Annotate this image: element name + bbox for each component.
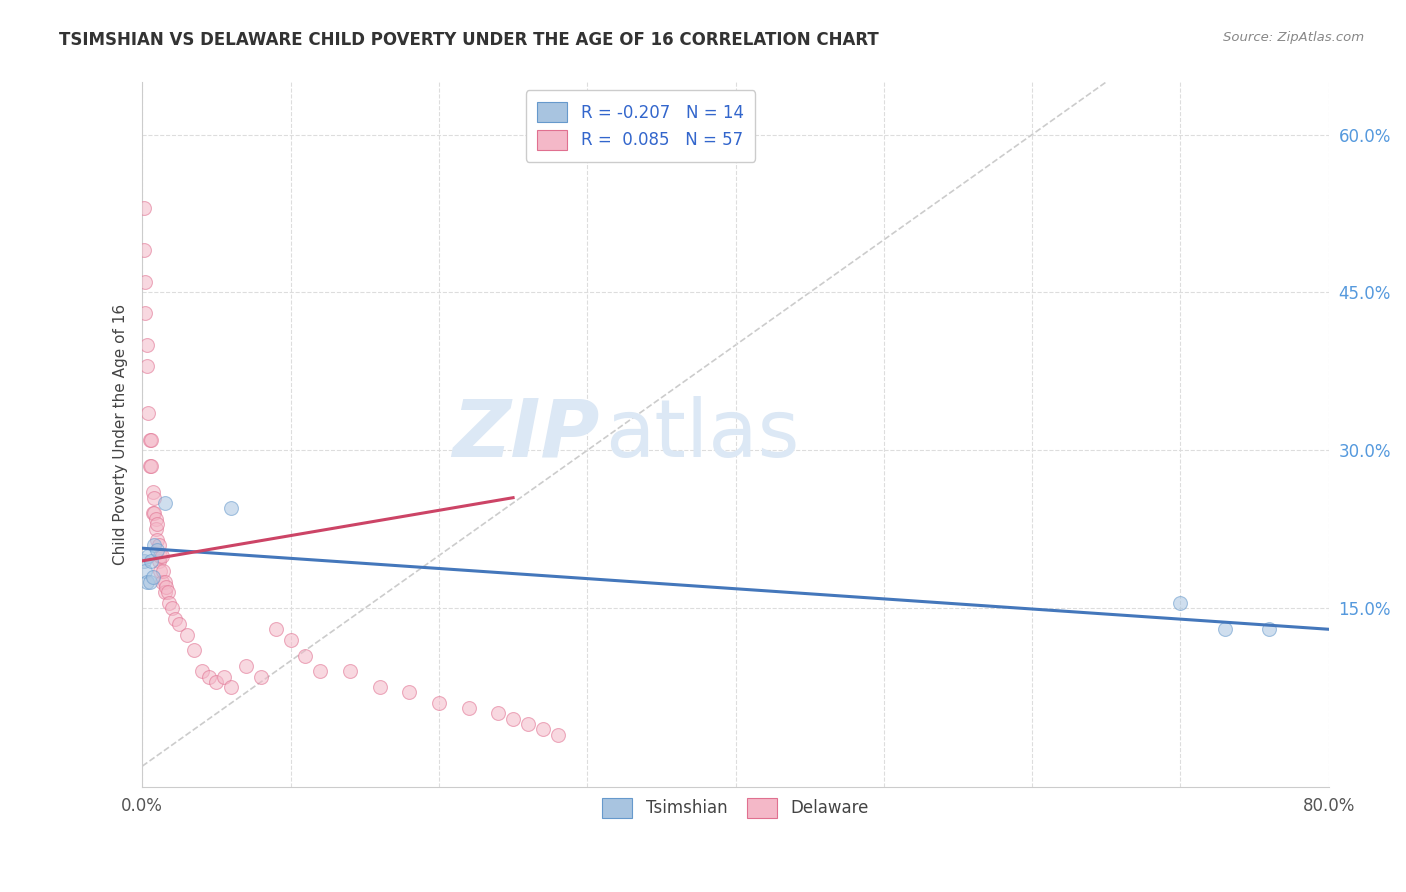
Point xyxy=(486,706,509,721)
Point xyxy=(152,565,174,579)
Point xyxy=(169,617,191,632)
Point xyxy=(141,554,163,568)
Point xyxy=(212,670,235,684)
Point xyxy=(132,201,155,215)
Point xyxy=(156,585,179,599)
Point xyxy=(141,433,163,447)
Point xyxy=(221,501,243,516)
Point xyxy=(205,674,228,689)
Text: ZIP: ZIP xyxy=(451,395,599,474)
Point xyxy=(516,717,538,731)
Point xyxy=(135,359,157,373)
Point xyxy=(176,627,198,641)
Point xyxy=(143,491,166,505)
Point xyxy=(1258,622,1281,636)
Point xyxy=(134,565,156,579)
Point xyxy=(368,680,391,694)
Point xyxy=(153,496,176,510)
Point xyxy=(138,459,160,474)
Point xyxy=(280,632,302,647)
Text: TSIMSHIAN VS DELAWARE CHILD POVERTY UNDER THE AGE OF 16 CORRELATION CHART: TSIMSHIAN VS DELAWARE CHILD POVERTY UNDE… xyxy=(59,31,879,49)
Point xyxy=(183,643,205,657)
Point xyxy=(190,665,212,679)
Point xyxy=(148,538,170,552)
Point xyxy=(250,670,273,684)
Point xyxy=(157,596,180,610)
Legend: Tsimshian, Delaware: Tsimshian, Delaware xyxy=(596,791,876,825)
Point xyxy=(150,574,173,589)
Point xyxy=(264,622,287,636)
Point xyxy=(457,701,479,715)
Text: Source: ZipAtlas.com: Source: ZipAtlas.com xyxy=(1223,31,1364,45)
Point xyxy=(502,712,524,726)
Point xyxy=(198,670,221,684)
Point xyxy=(132,244,155,258)
Point xyxy=(138,574,160,589)
Point xyxy=(148,554,170,568)
Point xyxy=(143,538,166,552)
Point xyxy=(138,433,160,447)
Point xyxy=(141,459,163,474)
Point xyxy=(149,549,172,563)
Y-axis label: Child Poverty Under the Age of 16: Child Poverty Under the Age of 16 xyxy=(114,304,128,566)
Point xyxy=(1170,596,1192,610)
Point xyxy=(235,659,257,673)
Point xyxy=(132,554,155,568)
Point xyxy=(153,585,176,599)
Point xyxy=(136,407,159,421)
Point xyxy=(309,665,332,679)
Point xyxy=(339,665,361,679)
Point xyxy=(146,543,169,558)
Point xyxy=(135,574,157,589)
Point xyxy=(153,574,176,589)
Point xyxy=(1213,622,1236,636)
Point xyxy=(143,507,166,521)
Point xyxy=(427,696,450,710)
Point xyxy=(145,522,167,536)
Point xyxy=(146,533,169,547)
Point xyxy=(221,680,243,694)
Point xyxy=(142,507,165,521)
Point xyxy=(149,565,172,579)
Point xyxy=(145,512,167,526)
Point xyxy=(531,723,554,737)
Point xyxy=(134,275,156,289)
Point xyxy=(150,549,173,563)
Point xyxy=(146,516,169,531)
Point xyxy=(142,569,165,583)
Point xyxy=(142,485,165,500)
Point xyxy=(160,601,183,615)
Text: atlas: atlas xyxy=(605,395,800,474)
Point xyxy=(398,685,420,699)
Point xyxy=(136,549,159,563)
Point xyxy=(294,648,316,663)
Point xyxy=(134,306,156,320)
Point xyxy=(163,612,186,626)
Point xyxy=(547,727,569,741)
Point xyxy=(155,580,177,594)
Point xyxy=(135,338,157,352)
